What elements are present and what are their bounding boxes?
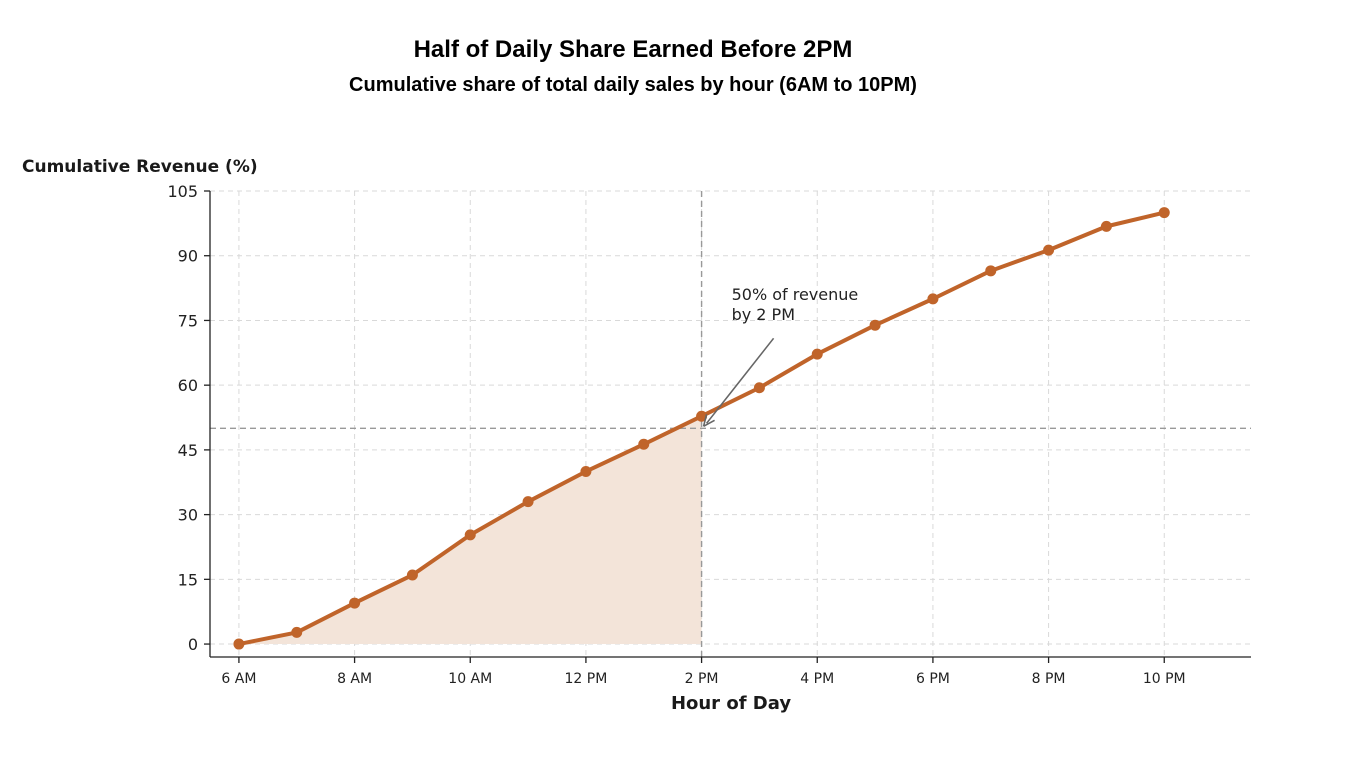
data-point: [638, 438, 650, 450]
y-tick-label: 75: [178, 311, 198, 330]
x-tick-label: 10 AM: [448, 671, 492, 687]
y-tick-label: 30: [178, 506, 198, 525]
x-tick-label: 6 AM: [221, 671, 256, 687]
annotation-text: 50% of revenue: [732, 285, 859, 304]
x-tick-label: 2 PM: [685, 671, 719, 687]
data-point: [464, 529, 476, 541]
chart-subtitle: Cumulative share of total daily sales by…: [349, 74, 917, 96]
data-point: [291, 626, 303, 638]
x-axis-label: Hour of Day: [671, 693, 791, 714]
y-tick-label: 15: [178, 570, 198, 589]
data-point: [985, 265, 997, 277]
data-point: [1043, 244, 1055, 256]
data-point: [522, 496, 534, 508]
data-point: [349, 597, 361, 609]
y-tick-label: 0: [188, 635, 198, 654]
annotation-arrow: [705, 337, 775, 424]
annotation-arrowhead: [702, 414, 715, 428]
x-tick-label: 8 AM: [337, 671, 372, 687]
x-tick-label: 4 PM: [800, 671, 834, 687]
y-tick-label: 45: [178, 441, 198, 460]
data-point: [1100, 220, 1112, 232]
data-point: [869, 319, 881, 331]
x-tick-label: 10 PM: [1143, 671, 1186, 687]
data-point: [233, 638, 245, 650]
data-point: [927, 293, 939, 305]
data-point: [406, 569, 418, 581]
y-tick-label: 60: [178, 376, 198, 395]
x-tick-label: 12 PM: [565, 671, 608, 687]
data-point: [696, 410, 708, 422]
data-point: [1158, 207, 1170, 219]
data-point: [753, 382, 765, 394]
data-point: [811, 348, 823, 360]
y-tick-label: 90: [178, 247, 198, 266]
data-point: [580, 465, 592, 477]
x-tick-label: 6 PM: [916, 671, 950, 687]
y-tick-label: 105: [167, 182, 198, 201]
plot-area: 0 15 30 45 60 75 90 105 6 AM 8 AM 10 AM 12 PM 2 PM 4 …: [167, 182, 1251, 687]
x-tick-label: 8 PM: [1032, 671, 1066, 687]
chart-title: Half of Daily Share Earned Before 2PM: [414, 36, 853, 63]
annotation-text: by 2 PM: [732, 305, 795, 324]
y-axis-label: Cumulative Revenue (%): [22, 157, 258, 177]
